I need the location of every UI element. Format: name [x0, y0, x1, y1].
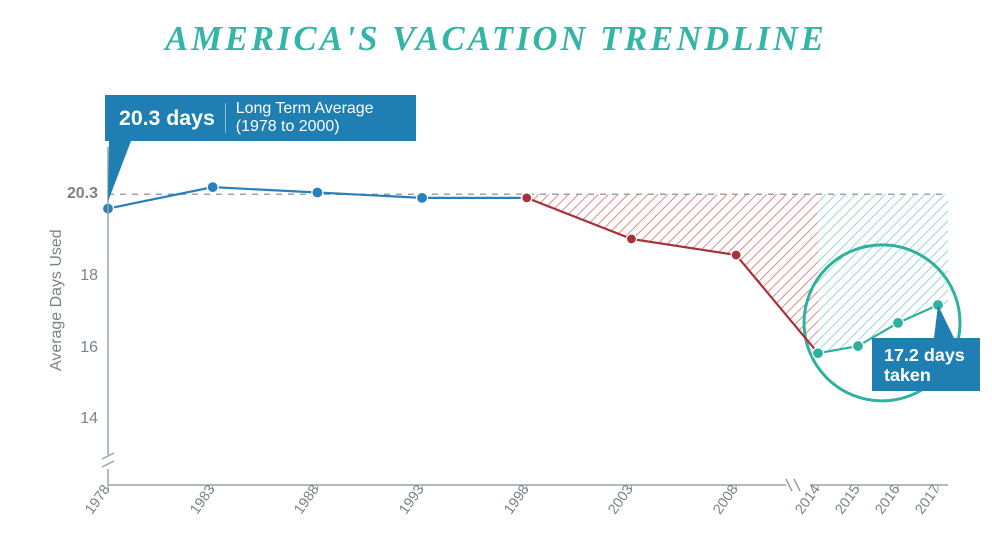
long-term-average-callout: 20.3 days Long Term Average (1978 to 200… — [105, 95, 416, 141]
callout-divider — [225, 103, 226, 133]
callout-final-line2: taken — [884, 365, 931, 385]
final-value-callout: 17.2 days taken — [872, 338, 980, 391]
callout-avg-label: Long Term Average (1978 to 2000) — [236, 100, 374, 137]
y-tick-label: 20.3 — [58, 185, 98, 203]
callout-final-line1: 17.2 days — [884, 345, 965, 365]
callout-avg-line2: (1978 to 2000) — [236, 118, 340, 135]
y-tick-label: 16 — [58, 339, 98, 357]
callout-avg-value: 20.3 days — [119, 106, 225, 131]
callout-avg-line1: Long Term Average — [236, 100, 374, 117]
y-tick-label: 18 — [58, 267, 98, 285]
chart-plot — [0, 0, 992, 558]
y-tick-label: 14 — [58, 410, 98, 428]
